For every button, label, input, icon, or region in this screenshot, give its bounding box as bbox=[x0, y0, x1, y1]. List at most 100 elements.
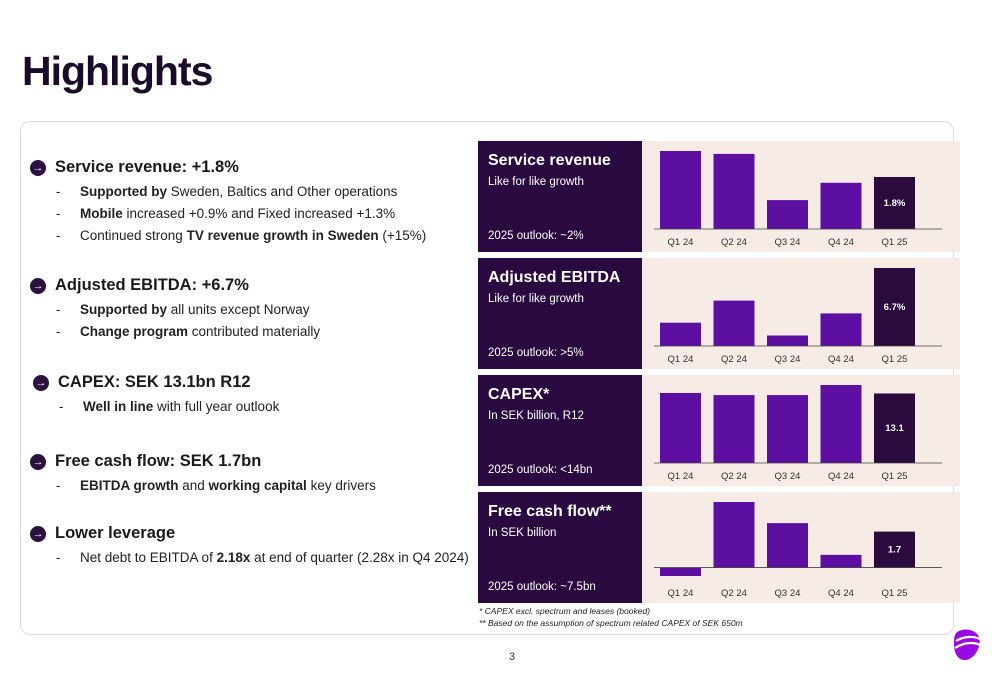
chart-bar bbox=[713, 153, 755, 229]
bullet-capex: → CAPEX: SEK 13.1bn R12 - Well in line wit… bbox=[33, 373, 279, 414]
bar-chart-service-revenue: Q1 24 Q2 24 Q3 24 Q4 24 1.8% Q1 25 bbox=[654, 151, 942, 248]
chart-bar bbox=[713, 502, 755, 568]
x-tick-label: Q1 24 bbox=[668, 588, 694, 599]
x-tick-label: Q4 24 bbox=[828, 237, 854, 248]
chart-bar bbox=[660, 392, 701, 463]
footnote-fcf: ** Based on the assumption of spectrum r… bbox=[479, 618, 743, 628]
data-label: 13.1 bbox=[885, 423, 904, 434]
data-label: 1.8% bbox=[884, 198, 906, 209]
x-tick-label: Q1 25 bbox=[882, 237, 908, 248]
panel-label-box: Service revenue Like for like growth 202… bbox=[478, 141, 642, 252]
chart-bar bbox=[874, 531, 915, 568]
chart-subtitle: Like for like growth bbox=[488, 176, 584, 188]
chart-outlook: 2025 outlook: ~2% bbox=[488, 230, 584, 242]
bullet-service-revenue: → Service revenue: +1.8% - Supported by Sw… bbox=[30, 158, 426, 243]
chart-bar bbox=[767, 523, 808, 568]
x-tick-label: Q1 24 bbox=[668, 237, 694, 248]
panel-label-box: CAPEX* In SEK billion, R12 2025 outlook:… bbox=[478, 375, 642, 486]
page-number: 3 bbox=[509, 651, 516, 663]
bullet-free-cash-flow: → Free cash flow: SEK 1.7bn - EBITDA growt… bbox=[30, 452, 376, 493]
x-tick-label: Q2 24 bbox=[721, 237, 747, 248]
chart-area: Q1 24 Q2 24 Q3 24 Q4 24 6.7% Q1 25 bbox=[642, 258, 960, 369]
chart-subtitle: In SEK billion bbox=[488, 527, 557, 539]
bullet-heading: Service revenue: +1.8% bbox=[55, 158, 239, 176]
chart-title: Adjusted EBITDA bbox=[488, 269, 621, 286]
footnote-capex: * CAPEX excl. spectrum and leases (booke… bbox=[479, 606, 651, 616]
chart-bar bbox=[713, 395, 755, 463]
chart-subtitle: In SEK billion, R12 bbox=[488, 410, 584, 422]
chart-bar bbox=[820, 182, 862, 229]
page-title: Highlights bbox=[22, 48, 213, 94]
sub-bullet: - EBITDA growth and working capital key d… bbox=[56, 478, 376, 493]
panel-capex: CAPEX* In SEK billion, R12 2025 outlook:… bbox=[478, 375, 960, 486]
arrow-circle-icon: → bbox=[30, 525, 46, 542]
chart-outlook: 2025 outlook: ~7.5bn bbox=[488, 581, 596, 593]
sub-bullet: - Mobile increased +0.9% and Fixed increa… bbox=[56, 206, 396, 221]
panel-free-cash-flow: Free cash flow** In SEK billion 2025 out… bbox=[478, 492, 960, 603]
chart-outlook: 2025 outlook: <14bn bbox=[488, 464, 593, 476]
chart-bar bbox=[660, 567, 701, 576]
chart-outlook: 2025 outlook: >5% bbox=[488, 347, 584, 359]
panel-label-box: Free cash flow** In SEK billion 2025 out… bbox=[478, 492, 642, 603]
bullet-heading: Adjusted EBITDA: +6.7% bbox=[55, 276, 249, 294]
chart-area: Q1 24 Q2 24 Q3 24 Q4 24 1.8% Q1 25 bbox=[642, 141, 960, 252]
chart-bar bbox=[713, 300, 755, 346]
sub-bullet: - Well in line with full year outlook bbox=[59, 399, 280, 414]
x-tick-label: Q4 24 bbox=[828, 588, 854, 599]
x-tick-label: Q1 24 bbox=[668, 354, 694, 365]
chart-bar bbox=[874, 268, 915, 346]
bullet-heading: Lower leverage bbox=[55, 524, 176, 542]
chart-bar bbox=[820, 313, 862, 346]
x-tick-label: Q3 24 bbox=[775, 354, 801, 365]
x-tick-label: Q2 24 bbox=[721, 354, 747, 365]
x-tick-label: Q3 24 bbox=[775, 471, 801, 482]
arrow-circle-icon: → bbox=[30, 277, 46, 294]
sub-bullet: - Supported by all units except Norway bbox=[56, 302, 310, 317]
chart-bar bbox=[820, 385, 862, 463]
bar-chart-adjusted-ebitda: Q1 24 Q2 24 Q3 24 Q4 24 6.7% Q1 25 bbox=[654, 268, 942, 365]
chart-title: CAPEX* bbox=[488, 386, 550, 403]
chart-subtitle: Like for like growth bbox=[488, 293, 584, 305]
chart-bar bbox=[767, 335, 808, 346]
chart-bar bbox=[767, 200, 808, 229]
bar-chart-free-cash-flow: Q1 24 Q2 24 Q3 24 Q4 24 1.7 Q1 25 bbox=[654, 502, 942, 599]
chart-bar bbox=[874, 177, 915, 229]
x-tick-label: Q1 25 bbox=[882, 471, 908, 482]
x-tick-label: Q3 24 bbox=[775, 588, 801, 599]
chart-bar bbox=[660, 322, 701, 346]
sub-bullet: - Supported by Sweden, Baltics and Other … bbox=[56, 184, 398, 199]
bullet-adjusted-ebitda: → Adjusted EBITDA: +6.7% - Supported by al… bbox=[30, 276, 320, 339]
x-tick-label: Q1 24 bbox=[668, 471, 694, 482]
chart-title: Free cash flow** bbox=[488, 503, 612, 520]
arrow-circle-icon: → bbox=[30, 453, 46, 470]
sub-bullet: - Net debt to EBITDA of 2.18x at end of q… bbox=[56, 550, 469, 565]
chart-area: Q1 24 Q2 24 Q3 24 Q4 24 1.7 Q1 25 bbox=[642, 492, 960, 603]
x-tick-label: Q4 24 bbox=[828, 471, 854, 482]
telia-pebble-logo bbox=[954, 629, 981, 661]
chart-title: Service revenue bbox=[488, 152, 611, 169]
sub-bullet: - Continued strong TV revenue growth in S… bbox=[56, 228, 427, 243]
panel-label-box: Adjusted EBITDA Like for like growth 202… bbox=[478, 258, 642, 369]
data-label: 1.7 bbox=[888, 545, 901, 556]
data-label: 6.7% bbox=[884, 302, 906, 313]
panel-adjusted-ebitda: Adjusted EBITDA Like for like growth 202… bbox=[478, 258, 960, 369]
x-tick-label: Q4 24 bbox=[828, 354, 854, 365]
chart-bar bbox=[874, 393, 915, 463]
x-tick-label: Q1 25 bbox=[882, 588, 908, 599]
sub-bullet: - Change program contributed materially bbox=[56, 324, 321, 339]
chart-bar bbox=[660, 151, 701, 229]
bullet-heading: Free cash flow: SEK 1.7bn bbox=[55, 452, 262, 470]
arrow-circle-icon: → bbox=[30, 159, 46, 176]
chart-area: Q1 24 Q2 24 Q3 24 Q4 24 13.1 Q1 25 bbox=[642, 375, 960, 486]
chart-bar bbox=[767, 395, 808, 463]
bullet-lower-leverage: → Lower leverage - Net debt to EBITDA of 2… bbox=[30, 524, 469, 565]
bar-chart-capex: Q1 24 Q2 24 Q3 24 Q4 24 13.1 Q1 25 bbox=[654, 385, 942, 482]
arrow-circle-icon: → bbox=[33, 374, 49, 391]
bullet-heading: CAPEX: SEK 13.1bn R12 bbox=[58, 373, 251, 391]
x-tick-label: Q3 24 bbox=[775, 237, 801, 248]
panel-service-revenue: Service revenue Like for like growth 202… bbox=[478, 141, 960, 252]
x-tick-label: Q1 25 bbox=[882, 354, 908, 365]
x-tick-label: Q2 24 bbox=[721, 588, 747, 599]
x-tick-label: Q2 24 bbox=[721, 471, 747, 482]
chart-bar bbox=[820, 554, 862, 568]
